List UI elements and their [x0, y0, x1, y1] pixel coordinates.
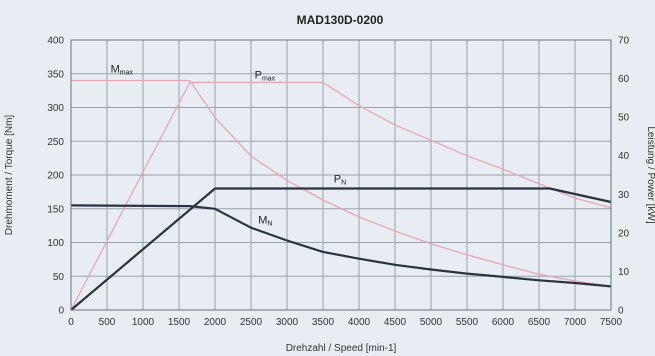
x-tick-label: 6500 [528, 317, 551, 328]
series-label-m-n: MN [258, 215, 272, 228]
series-label-p-max: Pmax [255, 70, 276, 83]
x-tick-label: 2500 [240, 317, 263, 328]
x-tick-label: 0 [68, 317, 74, 328]
x-tick-label: 7500 [600, 317, 623, 328]
x-tick-label: 4000 [348, 317, 371, 328]
series-labels: Mmax Pmax PN MN [111, 63, 347, 227]
x-axis-label: Drehzahl / Speed [min-1] [286, 343, 397, 354]
y-tick-label-left: 200 [47, 171, 64, 182]
series-line-m-n [70, 204, 612, 288]
y-tick-label-left: 350 [47, 69, 64, 80]
y-tick-label-right: 30 [618, 190, 630, 201]
series-label-p-n: PN [334, 174, 346, 187]
series-line-m-max [71, 79, 612, 288]
x-tick-label: 4500 [384, 317, 407, 328]
x-tick-label: 5500 [456, 317, 479, 328]
y-tick-label-right: 0 [618, 306, 624, 317]
y-tick-label-left: 150 [47, 204, 64, 215]
y-tick-label-right: 20 [618, 228, 630, 239]
y-axis-label-left: Drehmoment / Torque [Nm] [4, 115, 15, 236]
y-tick-label-left: 400 [47, 36, 64, 47]
chart-title: MAD130D-0200 [297, 13, 384, 27]
x-tick-label: 1500 [168, 317, 191, 328]
plot-frame [70, 39, 612, 311]
x-tick-label: 500 [99, 317, 116, 328]
x-tick-label: 2000 [204, 317, 227, 328]
x-tick-label: 6000 [492, 317, 515, 328]
x-tick-label: 7000 [564, 317, 587, 328]
y-axis-label-right: Leistung / Power [kW] [645, 126, 655, 223]
y-tick-label-left: 0 [58, 306, 64, 317]
x-tick-label: 3500 [312, 317, 335, 328]
y-tick-label-left: 100 [47, 238, 64, 249]
y-tick-label-left: 300 [47, 103, 64, 114]
x-tick-label: 5000 [420, 317, 443, 328]
series-label-m-max: Mmax [111, 63, 134, 76]
series-line-p-n [70, 187, 612, 311]
y-tick-label-right: 10 [618, 267, 630, 278]
y-tick-label-left: 50 [53, 272, 65, 283]
x-tick-label: 1000 [132, 317, 155, 328]
y-tick-label-right: 70 [618, 36, 630, 47]
series-group [70, 79, 612, 311]
x-tick-label: 3000 [276, 317, 299, 328]
y-tick-label-right: 40 [618, 151, 630, 162]
y-tick-label-right: 50 [618, 113, 630, 124]
y-tick-label-right: 60 [618, 74, 630, 85]
ticks: 0 500 1000 1500 2000 2500 3000 3500 4000 4500 5000… [47, 36, 629, 329]
y-tick-label-left: 250 [47, 137, 64, 148]
